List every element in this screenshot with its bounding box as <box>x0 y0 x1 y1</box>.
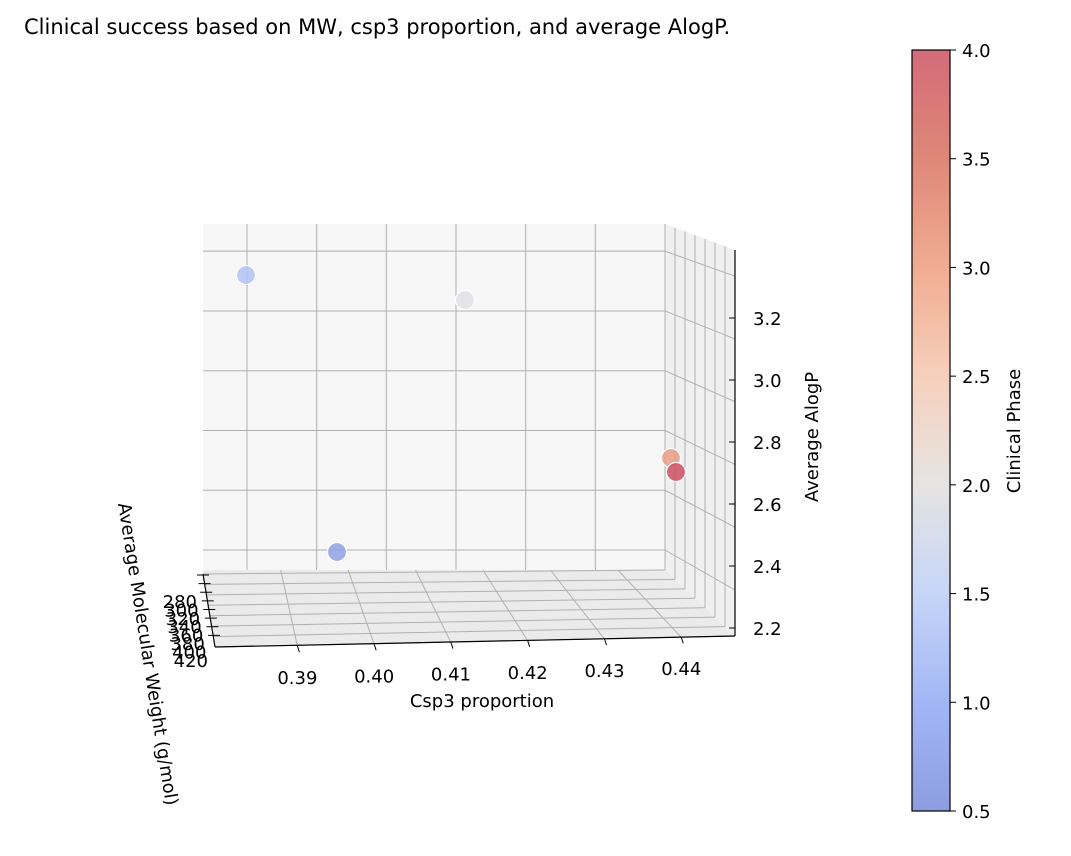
grid-line-floor-y <box>202 569 666 575</box>
grid-line-floor-x <box>280 569 298 647</box>
data-point <box>235 264 257 286</box>
grid-line-floor-y <box>204 578 676 585</box>
grid-line-side-h <box>664 250 736 277</box>
x-axis-label: Csp3 proportion <box>410 691 554 712</box>
x-tick-label: 0.40 <box>354 666 394 687</box>
y-tick-label: 280 <box>163 592 197 613</box>
grid-line-side-h <box>664 549 736 591</box>
floor-pane <box>203 570 735 647</box>
chart-title: Clinical success based on MW, csp3 propo… <box>24 15 731 39</box>
colorbar-tick-label: 3.0 <box>962 258 991 279</box>
x-tick-mark <box>527 640 531 647</box>
data-point <box>326 541 348 563</box>
x-tick-mark <box>450 642 454 649</box>
colorbar-tick-label: 2.0 <box>962 476 991 497</box>
grid-line-floor-y <box>206 588 686 596</box>
z-tick-label: 2.6 <box>753 495 782 516</box>
x-axis-line <box>214 635 736 648</box>
y-tick-label: 340 <box>167 617 201 638</box>
y-tick-label: 300 <box>164 600 198 621</box>
z-tick-label: 3.0 <box>753 371 782 392</box>
colorbar-tick-label: 0.5 <box>962 802 991 823</box>
grid-line-side-h <box>664 310 736 340</box>
y-axis-line <box>202 573 216 648</box>
x-tick-label: 0.44 <box>661 659 701 680</box>
y-tick-label: 400 <box>172 642 206 663</box>
grid-line-side-h <box>664 489 736 528</box>
z-tick-label: 2.8 <box>753 433 782 454</box>
colorbar-tick-label: 1.0 <box>962 693 991 714</box>
y-tick-label: 380 <box>170 634 204 655</box>
z-tick-label: 2.2 <box>753 619 782 640</box>
colorbar-label: Clinical Phase <box>1004 369 1025 493</box>
x-tick-label: 0.42 <box>508 663 548 684</box>
colorbar <box>911 49 951 812</box>
x-tick-mark <box>680 637 684 644</box>
z-tick-label: 2.4 <box>753 557 782 578</box>
grid-line-floor-x <box>549 569 605 640</box>
colorbar-tick-label: 3.5 <box>962 150 991 171</box>
data-point <box>454 289 476 311</box>
colorbar-ticks: 0.5 1.0 1.5 2.0 2.5 3.0 3.5 4.0 <box>950 41 991 823</box>
grid-line-floor-y <box>213 626 726 638</box>
x-tick-label: 0.43 <box>584 661 624 682</box>
grid-line-floor-y <box>211 616 716 627</box>
grid-lines <box>202 224 736 648</box>
y-tick-label: 320 <box>166 609 200 630</box>
x-tick-label: 0.41 <box>431 665 471 686</box>
colorbar-tick-label: 2.5 <box>962 367 991 388</box>
x-tick-mark <box>604 638 607 646</box>
grid-line-floor-y <box>208 597 696 606</box>
colorbar-tick-label: 1.5 <box>962 585 991 606</box>
x-ticks: 0.39 0.40 0.41 0.42 0.43 0.44 <box>277 637 701 689</box>
x-tick-mark <box>296 645 300 653</box>
x-tick-mark <box>373 644 377 651</box>
z-ticks: 2.2 2.4 2.6 2.8 3.0 3.2 <box>729 309 782 640</box>
y-tick-label: 360 <box>169 626 203 647</box>
grid-line-floor-x <box>617 569 682 638</box>
data-points <box>235 264 687 563</box>
colorbar-tick-label: 4.0 <box>962 41 991 62</box>
grid-line-floor-y <box>209 607 706 617</box>
grid-line-side-h <box>664 430 736 465</box>
z-tick-label: 3.2 <box>753 309 782 330</box>
data-point <box>665 461 687 483</box>
side-pane <box>665 224 735 636</box>
y-tick-label: 420 <box>174 651 208 672</box>
z-axis-label: Average AlogP <box>802 372 823 502</box>
x-tick-label: 0.39 <box>277 668 317 689</box>
grid-line-side-h <box>664 370 736 403</box>
